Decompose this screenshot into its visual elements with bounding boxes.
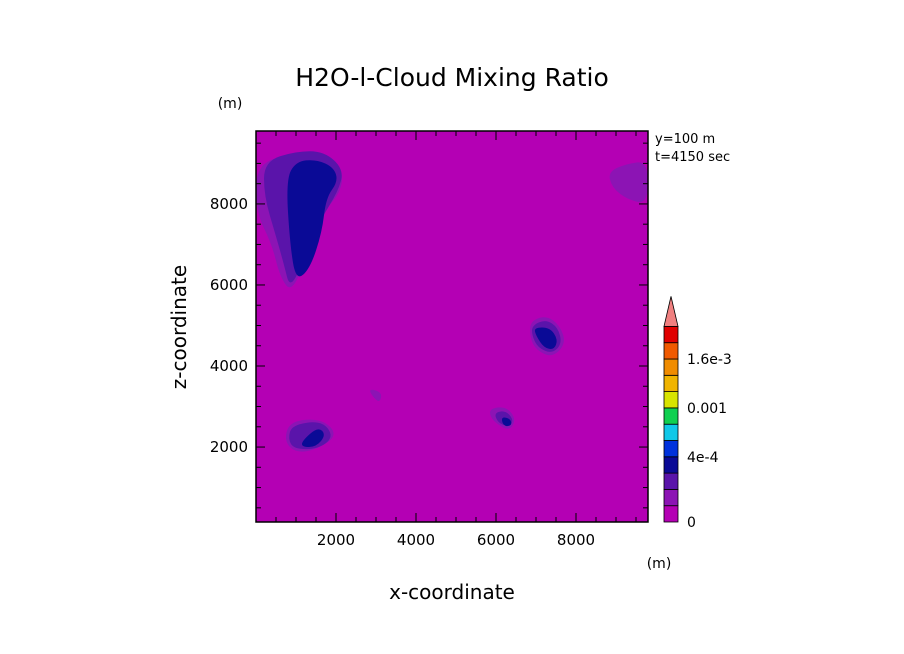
x-tick-label: 8000 [557,531,595,549]
colorbar-segment [663,423,679,441]
colorbar-overflow-arrow [663,296,679,327]
colorbar [663,296,679,523]
colorbar-segment [663,440,679,458]
colorbar-segment [663,505,679,523]
colorbar-segment [663,391,679,409]
colorbar-segment [663,358,679,376]
contour-region [370,389,382,402]
colorbar-segment [663,407,679,425]
y-tick-label: 4000 [210,357,248,375]
colorbar-label: 4e-4 [687,450,719,466]
x-tick-labels: 2000 4000 6000 8000 [317,531,595,549]
colorbar-label: 0 [687,515,696,531]
contour-regions [256,151,648,452]
contour-region [534,327,557,349]
colorbar-segment [663,472,679,490]
colorbar-segment [663,456,679,474]
x-axis-label: x-coordinate [389,580,515,604]
chart-title: H2O-l-Cloud Mixing Ratio [295,63,609,92]
y-axis-label: z-coordinate [167,265,191,389]
x-tick-label: 6000 [477,531,515,549]
colorbar-segment [663,342,679,360]
axis-ticks [256,131,648,522]
contour-region [287,160,337,277]
x-axis-unit: (m) [647,556,672,572]
y-tick-label: 8000 [210,195,248,213]
y-tick-label: 6000 [210,276,248,294]
y-tick-labels: 2000 4000 6000 8000 [210,195,248,456]
contour-region [502,417,512,427]
x-tick-label: 2000 [317,531,355,549]
info-y-position: y=100 m [655,132,715,147]
colorbar-segment [663,374,679,392]
contour-plot-area [255,130,649,523]
colorbar-label: 0.001 [687,401,727,417]
colorbar-segment [663,488,679,507]
colorbar-segment [663,325,679,344]
contour-region [302,429,324,447]
y-tick-label: 2000 [210,438,248,456]
info-time: t=4150 sec [655,150,730,165]
x-tick-label: 4000 [397,531,435,549]
colorbar-label: 1.6e-3 [687,352,732,368]
contour-region [609,162,648,203]
y-axis-unit: (m) [218,96,243,112]
plot-frame [255,130,649,523]
colorbar-labels: 0 4e-4 0.001 1.6e-3 [687,352,732,531]
